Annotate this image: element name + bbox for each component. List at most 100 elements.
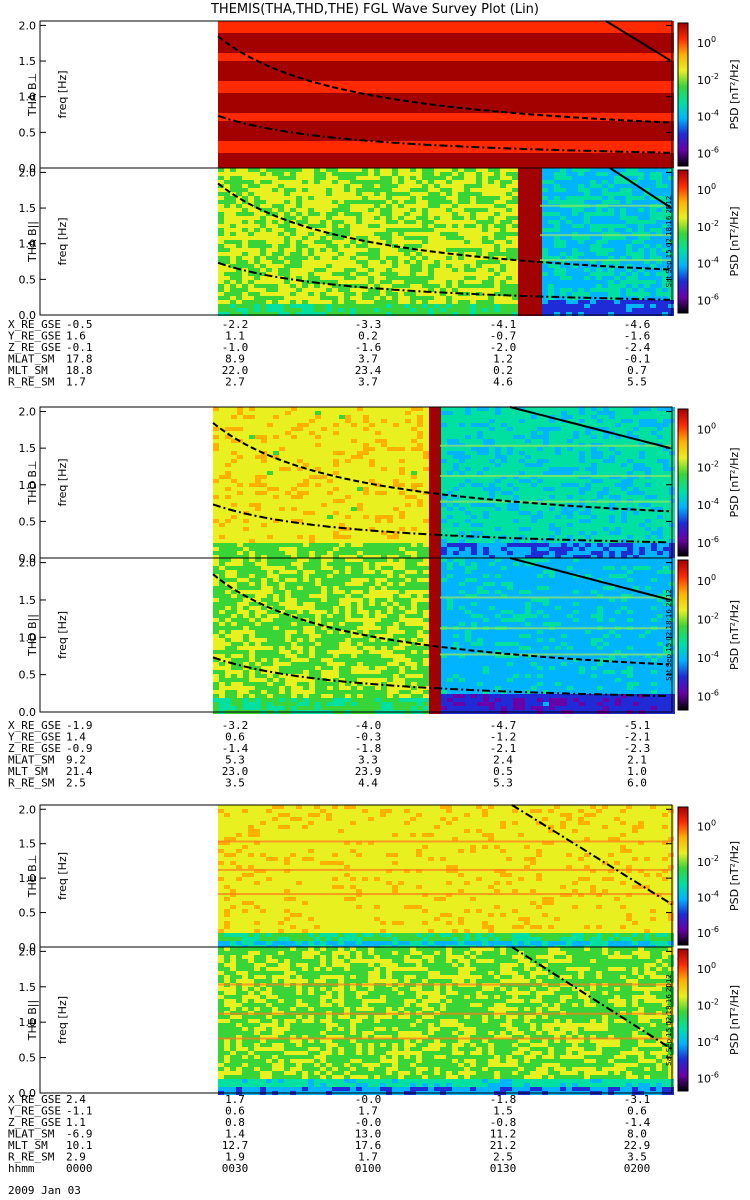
colorbar-tick-label: 100 xyxy=(697,818,716,833)
harmonic-streak xyxy=(440,653,672,655)
y-tick-label: 0.5 xyxy=(19,126,37,139)
harmonic-streak xyxy=(440,501,672,503)
panel-probe-label: THA B|| xyxy=(26,221,39,263)
freq-axis-label: freq [Hz] xyxy=(56,996,69,1044)
ephemeris-value: 5.5 xyxy=(627,376,647,389)
ephemeris-value: 3.5 xyxy=(225,777,245,790)
y-tick-label: 2.0 xyxy=(19,166,37,179)
colorbar-tick-label: 100 xyxy=(697,422,716,437)
timestamp-stamp: Sat Sep 15 02:18:16 2012 xyxy=(665,196,673,288)
colorbar-tick-label: 10-4 xyxy=(697,1034,719,1049)
ephemeris-value: 4.4 xyxy=(358,777,378,790)
colorbar-tick-label: 10-2 xyxy=(697,612,719,627)
colorbar-tick-label: 100 xyxy=(697,182,716,197)
harmonic-streak xyxy=(540,259,672,261)
panel-probe-label: THE B⊥ xyxy=(26,855,39,899)
ephemeris-value: 2.5 xyxy=(66,777,86,790)
y-tick-label: 1.5 xyxy=(19,838,37,851)
colorbar-label: PSD [nT²/Hz] xyxy=(728,447,741,517)
colorbar-tick-label: 10-2 xyxy=(697,72,719,87)
freq-axis-label: freq [Hz] xyxy=(56,611,69,659)
ephemeris-value: 2.7 xyxy=(225,376,245,389)
spectrogram-panel-2 xyxy=(40,168,688,316)
colorbar-label: PSD [nT²/Hz] xyxy=(728,59,741,129)
colorbar-label: PSD [nT²/Hz] xyxy=(728,600,741,670)
colorbar-tick-label: 10-6 xyxy=(697,689,719,704)
spectrogram-panel-4 xyxy=(40,558,688,714)
colorbar-tick-label: 10-6 xyxy=(697,925,719,940)
freq-axis-label: freq [Hz] xyxy=(56,217,69,265)
spectrogram-panel-1 xyxy=(40,21,688,169)
ephemeris-value: 6.0 xyxy=(627,777,647,790)
ephemeris-row-label: hhmm xyxy=(8,1162,35,1175)
y-tick-label: 1.5 xyxy=(19,442,37,455)
colorbar-tick-label: 10-2 xyxy=(697,219,719,234)
colorbar xyxy=(678,807,688,945)
colorbar-tick-label: 10-4 xyxy=(697,256,719,271)
y-tick-label: 0.5 xyxy=(19,907,37,920)
harmonic-streak xyxy=(440,475,672,477)
colorbar-label: PSD [nT²/Hz] xyxy=(728,985,741,1055)
colorbar xyxy=(678,949,688,1091)
y-tick-label: 1.5 xyxy=(19,55,37,68)
y-tick-label: 0.5 xyxy=(19,669,37,682)
y-tick-label: 1.5 xyxy=(19,981,37,994)
panel-probe-label: THE B|| xyxy=(26,1000,39,1041)
timestamp-stamp: Sat Sep 15 02:18:16 2012 xyxy=(665,589,673,681)
colorbar xyxy=(678,170,688,313)
y-tick-label: 2.0 xyxy=(19,19,37,32)
colorbar-tick-label: 10-4 xyxy=(697,497,719,512)
colorbar-tick-label: 100 xyxy=(697,35,716,50)
harmonic-streak xyxy=(440,627,672,629)
y-tick-label: 2.0 xyxy=(19,406,37,419)
y-tick-label: 1.5 xyxy=(19,594,37,607)
colorbar-tick-label: 10-4 xyxy=(697,650,719,665)
ephemeris-row-label: R_RE_SM xyxy=(8,777,55,790)
harmonic-streak xyxy=(440,445,672,447)
y-tick-label: 1.5 xyxy=(19,202,37,215)
ephemeris-value: 1.7 xyxy=(66,376,86,389)
panel-probe-label: THA B⊥ xyxy=(26,73,39,117)
colorbar-tick-label: 100 xyxy=(697,573,716,588)
timestamp-stamp: Sat Sep 15 02:18:16 2012 xyxy=(665,974,673,1066)
spectrogram-panel-6 xyxy=(40,947,688,1095)
ephemeris-value: 0130 xyxy=(490,1162,517,1175)
harmonic-streak xyxy=(218,1038,672,1040)
harmonic-streak xyxy=(218,841,672,843)
panel-probe-label: THD B|| xyxy=(26,614,39,657)
colorbar xyxy=(678,23,688,166)
ephemeris-value: 3.7 xyxy=(358,376,378,389)
colorbar-tick-label: 10-6 xyxy=(697,1070,719,1085)
harmonic-streak xyxy=(540,205,672,207)
harmonic-streak xyxy=(218,893,672,895)
ephemeris-row-label: R_RE_SM xyxy=(8,376,55,389)
colorbar-tick-label: 10-6 xyxy=(697,292,719,307)
y-tick-label: 0.0 xyxy=(19,706,37,719)
colorbar-tick-label: 10-6 xyxy=(697,535,719,550)
spectrogram-panel-3 xyxy=(40,407,688,559)
date-label: 2009 Jan 03 xyxy=(8,1184,81,1197)
ephemeris-value: 0200 xyxy=(624,1162,651,1175)
colorbar-tick-label: 10-6 xyxy=(697,145,719,160)
ephemeris-value: 0030 xyxy=(222,1162,249,1175)
y-tick-label: 2.0 xyxy=(19,945,37,958)
colorbar-tick-label: 10-2 xyxy=(697,854,719,869)
harmonic-streak xyxy=(218,1013,672,1015)
freq-axis-label: freq [Hz] xyxy=(56,852,69,900)
colorbar xyxy=(678,409,688,556)
y-tick-label: 2.0 xyxy=(19,557,37,570)
colorbar-tick-label: 10-2 xyxy=(697,997,719,1012)
harmonic-streak xyxy=(440,597,672,599)
freq-axis-label: freq [Hz] xyxy=(56,458,69,506)
colorbar-tick-label: 10-4 xyxy=(697,889,719,904)
ephemeris-value: 0000 xyxy=(66,1162,93,1175)
y-tick-label: 0.5 xyxy=(19,1052,37,1065)
ephemeris-value: 5.3 xyxy=(493,777,513,790)
panel-probe-label: THD B⊥ xyxy=(26,460,39,505)
harmonic-streak xyxy=(218,869,672,871)
y-tick-label: 2.0 xyxy=(19,803,37,816)
colorbar-tick-label: 10-4 xyxy=(697,109,719,124)
colorbar-label: PSD [nT²/Hz] xyxy=(728,841,741,911)
freq-axis-label: freq [Hz] xyxy=(56,70,69,118)
